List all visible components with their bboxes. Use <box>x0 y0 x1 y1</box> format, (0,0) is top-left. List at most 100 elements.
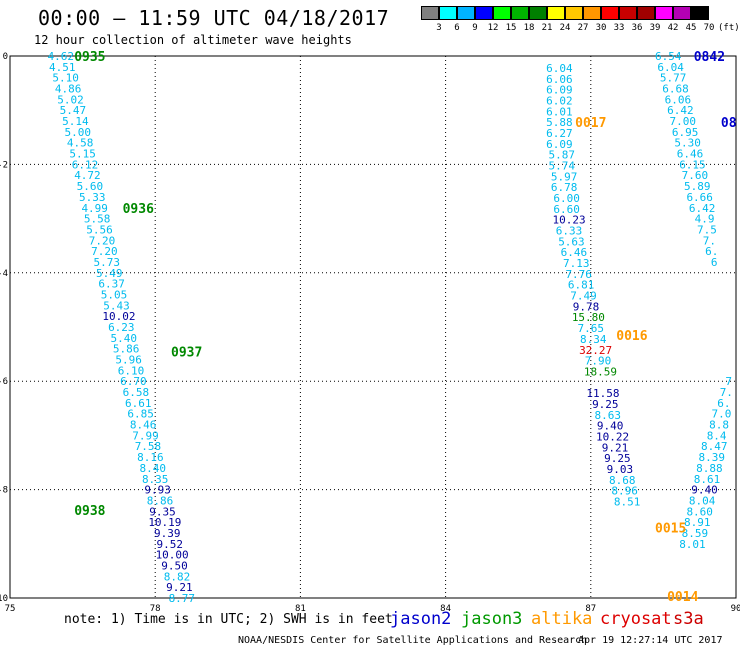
wave-height-point: 8.60 <box>686 505 713 518</box>
wave-height-point: 10.00 <box>156 549 189 562</box>
colorbar-tick-label: 24 <box>559 23 571 33</box>
wave-height-point: 5.73 <box>94 256 121 269</box>
pass-time-label: 0938 <box>74 504 105 519</box>
wave-height-point: 6.70 <box>120 375 147 388</box>
wave-height-point: 9.25 <box>604 452 631 465</box>
wave-height-point: 6.37 <box>98 278 125 291</box>
wave-height-point: 4.9 <box>695 213 715 226</box>
wave-height-point: 7.5 <box>697 223 717 236</box>
colorbar-swatch <box>457 6 475 20</box>
wave-height-point: 10.02 <box>102 310 135 323</box>
wave-height-point: 7.20 <box>89 234 116 247</box>
colorbar-tick-label: 15 <box>505 23 517 33</box>
legend-s3a: s3a <box>673 609 704 629</box>
wave-height-point: 6.15 <box>679 158 706 171</box>
colorbar-swatch <box>475 6 493 20</box>
colorbar-swatch <box>547 6 565 20</box>
wave-height-point: 6.06 <box>546 73 573 86</box>
plot-frame <box>9 55 737 599</box>
colorbar-tick-label: 70 <box>703 23 715 33</box>
y-tick-label: -2 <box>0 160 8 170</box>
wave-height-point: 6.27 <box>546 127 573 140</box>
wave-height-point: 8.63 <box>594 409 621 422</box>
colorbar-swatch <box>655 6 673 20</box>
colorbar-tick-label: 3 <box>436 23 442 33</box>
pass-time-label: 0016 <box>616 329 647 344</box>
wave-height-point: 8.35 <box>142 473 169 486</box>
colorbar-swatch <box>619 6 637 20</box>
colorbar-swatch <box>583 6 601 20</box>
x-tick-label: 78 <box>150 604 161 614</box>
x-tick-label: 90 <box>731 604 740 614</box>
wave-height-point: 9.39 <box>154 527 181 540</box>
y-tick-label: -4 <box>0 269 8 279</box>
wave-height-point: 6.46 <box>561 246 588 259</box>
wave-height-point: 7.65 <box>578 322 605 335</box>
wave-height-point: 6. <box>705 245 718 258</box>
wave-height-point: 6.42 <box>689 202 716 215</box>
footer-generated-time: Apr 19 12:27:14 UTC 2017 <box>578 635 723 646</box>
wave-height-point: 7.00 <box>670 115 697 128</box>
wave-height-point: 7.0 <box>712 408 732 421</box>
wave-height-point: 8.77 <box>169 592 196 605</box>
wave-height-point: 5.05 <box>101 288 128 301</box>
colorbar-tick-label: 12 <box>487 23 499 33</box>
colorbar-tick-label: 33 <box>613 23 625 33</box>
wave-height-point: 6.02 <box>546 94 573 107</box>
wave-height-point: 5.49 <box>96 267 123 280</box>
colorbar-swatch <box>529 6 547 20</box>
colorbar-swatch <box>673 6 691 20</box>
colorbar-swatch <box>637 6 655 20</box>
wave-height-point: 5.74 <box>549 159 576 172</box>
legend-jason3: jason3 <box>461 609 523 629</box>
colorbar-tick-label: 18 <box>523 23 535 33</box>
colorbar-tick-label: 39 <box>649 23 661 33</box>
wave-height-point: 6.00 <box>553 192 580 205</box>
colorbar-swatch <box>493 6 511 20</box>
wave-height-point: 4.72 <box>74 169 101 182</box>
wave-height-point: 7. <box>720 386 733 399</box>
wave-height-point: 4.99 <box>81 202 108 215</box>
wave-height-point: 8.82 <box>164 570 191 583</box>
pass-time-label: 0935 <box>74 50 105 65</box>
legend-altika: altika <box>531 609 593 629</box>
colorbar-tick-label: 21 <box>541 23 553 33</box>
wave-height-point: 9.40 <box>691 484 718 497</box>
wave-height-point: 5.02 <box>57 93 84 106</box>
wave-height-point: 7 <box>725 375 732 388</box>
wave-height-point: 5.14 <box>62 115 89 128</box>
colorbar-swatch <box>421 6 439 20</box>
y-tick-label: -10 <box>0 594 8 604</box>
wave-height-point: 15.80 <box>572 311 605 324</box>
colorbar-swatch <box>565 6 583 20</box>
pass-time-label: 0017 <box>575 116 606 131</box>
wave-height-point: 9.50 <box>161 559 188 572</box>
wave-height-point: 6.06 <box>665 93 692 106</box>
wave-height-point: 18.59 <box>584 365 617 378</box>
wave-height-point: 5.40 <box>110 332 137 345</box>
wave-height-point: 7.20 <box>91 245 118 258</box>
page-subtitle: 12 hour collection of altimeter wave hei… <box>34 33 352 47</box>
wave-height-point: 5.63 <box>558 235 585 248</box>
footer-note: note: 1) Time is in UTC; 2) SWH is in fe… <box>64 612 393 627</box>
wave-height-point: 8.91 <box>684 516 711 529</box>
wave-height-point: 32.27 <box>579 344 612 357</box>
x-tick-label: 81 <box>295 604 306 614</box>
wave-height-point: 8.40 <box>140 462 167 475</box>
wave-height-point: 6.46 <box>677 148 704 161</box>
colorbar-unit: (ft) <box>718 23 740 33</box>
wave-height-point: 10.23 <box>552 214 585 227</box>
wave-height-point: 6.42 <box>667 104 694 117</box>
wave-height-point: 9.40 <box>597 420 624 433</box>
wave-height-point: 7.60 <box>682 169 709 182</box>
wave-height-point: 6.85 <box>127 408 154 421</box>
wave-height-point: 5.47 <box>60 104 87 117</box>
wave-height-point: 10.19 <box>148 516 181 529</box>
wave-height-point: 4.62 <box>48 50 75 63</box>
wave-height-point: 5.43 <box>103 299 130 312</box>
wave-height-point: 8.61 <box>694 473 721 486</box>
colorbar-tick-label: 36 <box>631 23 643 33</box>
wave-height-point: 8.47 <box>701 440 728 453</box>
wave-height-point: 8.16 <box>137 451 164 464</box>
